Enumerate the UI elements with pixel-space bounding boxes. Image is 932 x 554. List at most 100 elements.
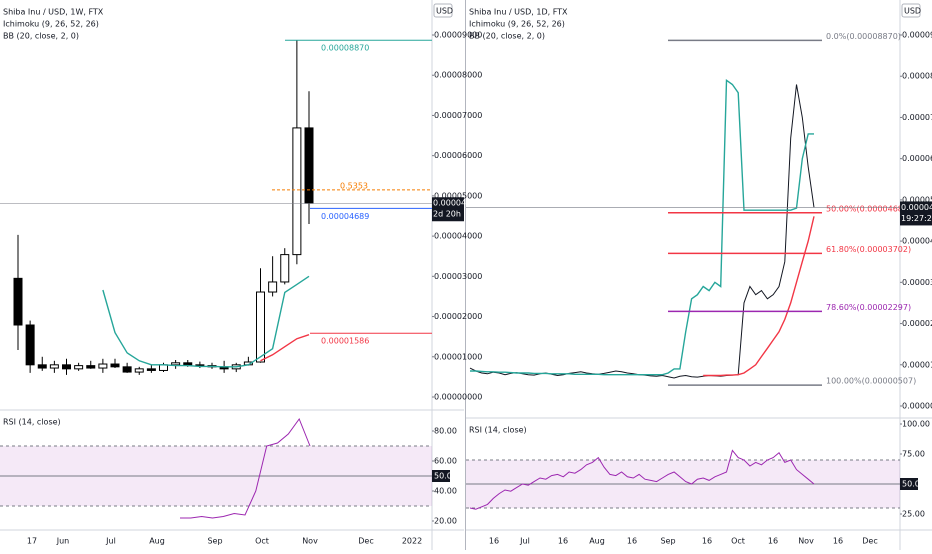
x-tick-label: Sep	[207, 537, 222, 546]
currency-label[interactable]: USD	[436, 7, 453, 16]
y-tick-label: 0.00005000	[434, 191, 482, 200]
level-label: 0.00001586	[321, 337, 369, 346]
x-tick-label: 16	[768, 537, 778, 546]
x-tick-label: 16	[833, 537, 843, 546]
candle-body	[98, 363, 108, 369]
y-tick-label: 100.00	[902, 420, 930, 429]
x-tick-label: 16	[702, 537, 712, 546]
x-tick-label: Dec	[862, 537, 877, 546]
y-tick-label: 0.00000000	[902, 402, 932, 411]
candle-body	[86, 365, 96, 369]
candle-body	[292, 127, 302, 256]
candle-body	[25, 324, 35, 366]
rsi-line	[180, 417, 311, 519]
x-tick-label: Dec	[358, 537, 373, 546]
y-tick-label: 0.00005000	[902, 195, 932, 204]
currency-label[interactable]: USD	[904, 7, 921, 16]
y-tick-label: 0.00004000	[434, 232, 482, 241]
candle-body	[268, 281, 278, 293]
y-tick-label: 20.00	[434, 517, 457, 526]
rsi-line	[469, 449, 815, 510]
candle-body	[13, 277, 23, 326]
candle-body	[304, 127, 314, 204]
candle-body	[134, 368, 144, 373]
y-tick-label: 40.00	[434, 487, 457, 496]
x-tick-label: 2022	[402, 537, 422, 546]
y-tick-label: 0.00000000	[434, 393, 482, 402]
y-tick-label: 0.00009000	[902, 31, 932, 40]
x-tick-label: Jul	[519, 537, 530, 546]
y-tick-label: 0.00002000	[902, 319, 932, 328]
level-label: 78.60%(0.00002297)	[826, 303, 911, 312]
candle-body	[49, 364, 59, 369]
rsi-mid-tag	[432, 470, 450, 482]
candle-body	[110, 363, 120, 368]
x-tick-label: Jul	[105, 537, 116, 546]
y-tick-label: 0.00006000	[902, 154, 932, 163]
level-label: 50.00%(0.00004688)	[826, 204, 911, 213]
x-tick-label: 16	[489, 537, 499, 546]
y-tick-label: 0.00006000	[434, 151, 482, 160]
rsi-title: RSI (14, close)	[3, 418, 61, 427]
y-tick-label: 0.00001000	[902, 360, 932, 369]
indicator-label: BB (20, close, 2, 0)	[469, 32, 545, 41]
last-price-label: 0.00004817	[901, 203, 932, 212]
y-tick-label: 0.00003000	[902, 278, 932, 287]
last-price-label: 0.00004817	[433, 199, 481, 208]
level-label: 0.00008870	[321, 44, 369, 53]
x-tick-label: Aug	[589, 537, 605, 546]
x-tick-label: Aug	[149, 537, 165, 546]
x-tick-label: Nov	[798, 537, 814, 546]
x-tick-label: Jun	[56, 537, 70, 546]
y-tick-label: 60.00	[434, 457, 457, 466]
indicator-label: Ichimoku (9, 26, 52, 26)	[3, 20, 99, 29]
indicator-label: BB (20, close, 2, 0)	[3, 32, 79, 41]
x-tick-label: 16	[627, 537, 637, 546]
countdown-label: 2d 20h	[433, 210, 461, 219]
x-tick-label: 16	[558, 537, 568, 546]
candle-body	[37, 364, 47, 369]
rsi-title: RSI (14, close)	[469, 426, 527, 435]
candle-body	[280, 254, 290, 283]
indicator-line	[260, 334, 310, 362]
y-tick-label: 0.00009000	[434, 31, 482, 40]
x-tick-label: Sep	[660, 537, 675, 546]
x-tick-label: Oct	[255, 537, 269, 546]
y-tick-label: 0.00001000	[434, 352, 482, 361]
level-label: 0.5353	[340, 181, 368, 190]
y-tick-label: 50.00	[434, 472, 457, 481]
y-tick-label: 25.00	[902, 510, 925, 519]
y-tick-label: 50.00	[902, 480, 925, 489]
candle-body	[74, 365, 84, 370]
x-tick-label: Oct	[731, 537, 745, 546]
currency-button[interactable]	[901, 3, 921, 18]
y-tick-label: 80.00	[434, 427, 457, 436]
last-price-tag	[900, 201, 932, 226]
candle-body	[62, 364, 71, 370]
candle-body	[256, 291, 265, 363]
y-tick-label: 0.00002000	[434, 312, 482, 321]
indicator-line	[703, 216, 815, 377]
candle-body	[183, 362, 193, 366]
countdown-label: 19:27:26	[901, 214, 932, 223]
indicator-line	[102, 275, 310, 368]
currency-button[interactable]	[433, 3, 453, 18]
candle-body	[171, 362, 181, 366]
y-tick-label: 75.00	[902, 450, 925, 459]
candle-body	[146, 368, 156, 371]
symbol-title: Shiba Inu / USD, 1W, FTX	[3, 8, 104, 17]
x-tick-label: 17	[27, 537, 37, 546]
candle-body	[122, 366, 132, 373]
level-label: 0.0%(0.00008870)	[826, 32, 901, 41]
level-label: 100.00%(0.00000507)	[826, 377, 916, 386]
y-tick-label: 0.00007000	[434, 111, 482, 120]
x-tick-label: Nov	[302, 537, 318, 546]
symbol-title: Shiba Inu / USD, 1D, FTX	[469, 8, 568, 17]
rsi-mid-tag	[900, 478, 918, 490]
level-label: 61.80%(0.00003702)	[826, 245, 911, 254]
indicator-line	[470, 78, 814, 376]
indicator-label: Ichimoku (9, 26, 52, 26)	[469, 20, 565, 29]
y-tick-label: 0.00008000	[902, 72, 932, 81]
y-tick-label: 0.00003000	[434, 272, 482, 281]
